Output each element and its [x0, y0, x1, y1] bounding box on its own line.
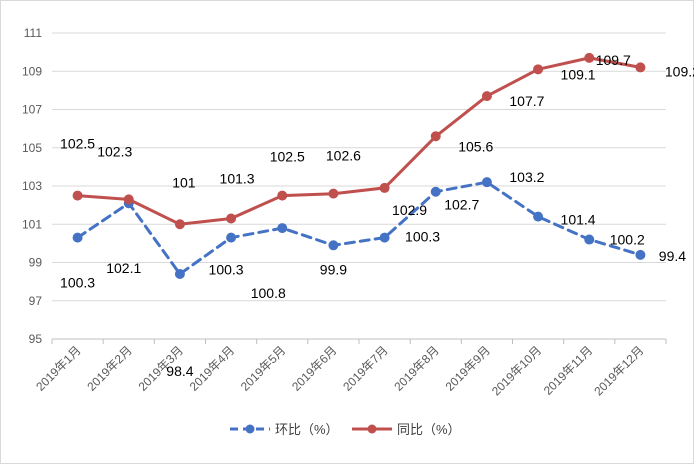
data-label: 102.6 — [326, 148, 361, 164]
y-tick-label: 109 — [22, 64, 42, 78]
y-tick-label: 97 — [29, 294, 43, 308]
data-label: 103.2 — [509, 169, 544, 185]
series-1-point — [328, 188, 339, 199]
series-0-point — [226, 232, 237, 243]
series-1-point — [584, 52, 595, 63]
data-label: 109.1 — [561, 66, 596, 82]
data-label: 102.3 — [97, 143, 132, 159]
series-1-point — [635, 62, 646, 73]
series-0-point — [328, 240, 339, 251]
series-0-point — [533, 211, 544, 222]
legend-marker-1 — [367, 424, 377, 434]
data-label: 99.9 — [320, 261, 347, 277]
legend: 环比（%） 同比（%） — [230, 422, 461, 437]
series-0-point — [72, 232, 83, 243]
series-0-point — [277, 223, 288, 234]
data-label: 102.5 — [60, 136, 95, 152]
series-line-1 — [76, 56, 642, 226]
legend-label-1: 同比（%） — [397, 422, 461, 437]
data-label: 105.6 — [458, 138, 493, 154]
series-1-point — [533, 64, 544, 75]
data-label: 100.8 — [251, 285, 286, 301]
data-label: 101 — [172, 174, 196, 190]
series-1-point — [379, 182, 390, 193]
data-label: 102.9 — [392, 202, 427, 218]
y-tick-label: 111 — [24, 26, 43, 40]
y-tick-label: 105 — [22, 141, 42, 155]
data-label: 99.4 — [659, 248, 686, 264]
data-label: 107.7 — [509, 93, 544, 109]
y-tick-label: 99 — [29, 256, 43, 270]
series-1-point — [226, 213, 237, 224]
series-1-point — [174, 219, 185, 230]
series-0-point — [430, 186, 441, 197]
y-tick-label: 103 — [22, 179, 42, 193]
data-label: 100.3 — [405, 229, 440, 245]
series-0-point — [584, 234, 595, 245]
series-1-point — [72, 190, 83, 201]
data-label: 101.3 — [220, 171, 255, 187]
series-1-point — [430, 131, 441, 142]
data-label: 102.7 — [444, 197, 479, 213]
series-1-point — [277, 190, 288, 201]
series-0-point — [635, 249, 646, 260]
data-label: 101.4 — [561, 212, 596, 228]
series-0-point — [379, 232, 390, 243]
data-labels: 100.3102.198.4100.3100.899.9100.3102.710… — [60, 52, 694, 379]
series-0-point — [481, 177, 492, 188]
data-label: 102.1 — [106, 260, 141, 276]
y-tick-label: 107 — [22, 103, 42, 117]
data-label: 100.2 — [610, 232, 645, 248]
legend-label-0: 环比（%） — [275, 422, 339, 437]
series-0-point — [174, 268, 185, 279]
data-label: 109.7 — [596, 52, 631, 68]
series-lines — [72, 52, 646, 279]
series-1-point — [123, 194, 134, 205]
data-label: 100.3 — [60, 275, 95, 291]
data-label: 100.3 — [209, 262, 244, 278]
y-tick-label: 95 — [29, 332, 43, 346]
legend-marker-0 — [245, 424, 255, 434]
data-label: 98.4 — [166, 363, 193, 379]
data-label: 102.5 — [270, 149, 305, 165]
series-1-point — [481, 91, 492, 102]
y-tick-label: 101 — [22, 217, 42, 231]
data-label: 109.2 — [665, 63, 694, 79]
series-line-0 — [76, 180, 642, 276]
